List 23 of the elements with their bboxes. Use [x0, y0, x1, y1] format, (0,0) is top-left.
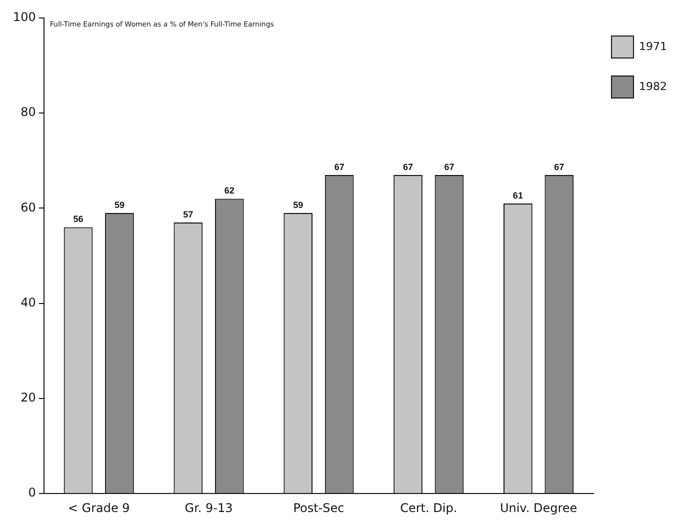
y-tick-label: 80: [20, 105, 36, 120]
legend-label: 1971: [639, 40, 668, 53]
x-tick-label: Univ. Degree: [500, 500, 578, 515]
data-label: 67: [334, 162, 344, 172]
data-label: 67: [554, 162, 564, 172]
data-label: 56: [73, 214, 84, 224]
x-tick-label: Post-Sec: [293, 500, 344, 515]
y-tick-label: 60: [20, 200, 36, 214]
y-tick-label: 20: [20, 390, 36, 405]
data-label: 62: [224, 186, 234, 196]
x-tick-label: Cert. Dip.: [400, 500, 458, 515]
data-label: 61: [512, 190, 523, 200]
x-tick-label: Gr. 9-13: [184, 500, 233, 515]
y-tick-label: 40: [20, 295, 36, 310]
y-tick-label: 100: [13, 10, 36, 24]
y-tick-label: 0: [28, 486, 36, 500]
data-label: 57: [183, 209, 194, 220]
data-label: 67: [444, 162, 454, 172]
data-label: 59: [114, 200, 124, 210]
legend-label: 1982: [639, 80, 668, 93]
data-label: 59: [293, 200, 304, 210]
x-tick-label: < Grade 9: [68, 500, 130, 515]
data-label: 67: [403, 162, 414, 172]
